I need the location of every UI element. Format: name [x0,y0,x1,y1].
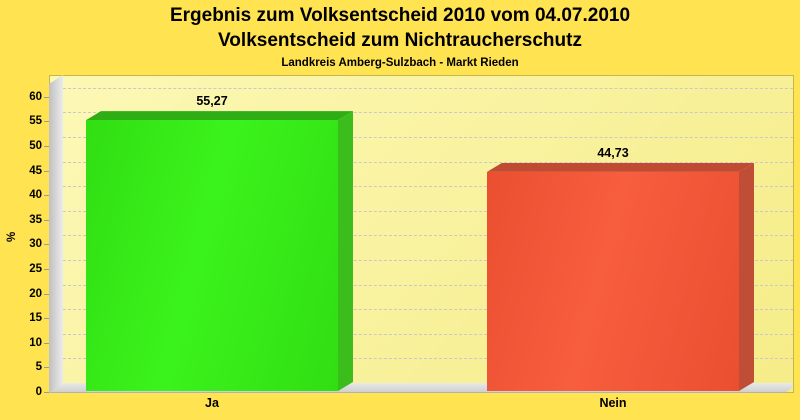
ytick-mark-30 [44,244,49,246]
bar-front-face [86,120,338,391]
ytick-mark-25 [44,269,49,270]
ytick-mark-60 [44,96,49,98]
ytick-mark-20 [44,293,49,295]
ytick-label-25: 25 [29,263,42,275]
ytick-label-20: 20 [29,287,42,300]
bar-ja: 55,27 [86,94,353,391]
ytick-label-50: 50 [29,140,42,152]
floor-3d [49,383,793,393]
ytick-label-0: 0 [35,386,42,398]
gridline-5 [63,358,793,360]
ytick-mark-45 [44,170,49,172]
ytick-label-60: 60 [29,90,42,103]
gridline-10 [63,333,793,335]
chart-header: Ergebnis zum Volksentscheid 2010 vom 04.… [0,3,800,69]
ytick-mark-5 [44,367,49,369]
gridline-20 [63,284,793,286]
plot-area: 55,27 44,73 [49,75,794,393]
bar-nein: 44,73 [487,146,754,391]
gridline-60 [63,87,793,89]
ytick-label-30: 30 [29,238,42,251]
ytick-label-5: 5 [35,361,42,374]
gridline-35 [63,210,793,212]
gridline-30 [63,235,793,237]
ytick-label-35: 35 [29,213,42,226]
bar-top-face [487,162,754,172]
ytick-mark-40 [44,195,49,197]
xtick-label-nein: Nein [599,396,627,410]
bar-side-face [338,111,353,391]
gridline-45 [63,161,793,163]
bar-top-face [86,111,353,121]
gridline-15 [63,309,793,311]
chart-title: Ergebnis zum Volksentscheid 2010 vom 04.… [169,5,631,26]
chart-region-label: Landkreis Amberg-Sulzbach - Markt Rieden [281,57,519,69]
bar-front-face [487,171,739,391]
ytick-mark-55 [44,121,49,123]
left-wall-3d [49,75,63,393]
ytick-label-40: 40 [29,189,42,202]
ytick-label-45: 45 [29,164,42,177]
chart-subtitle: Volksentscheid zum Nichtraucherschutz [218,30,582,51]
gridline-40 [63,186,793,188]
ytick-label-55: 55 [29,115,42,128]
ytick-label-10: 10 [29,336,42,349]
gridline-50 [63,137,793,138]
ytick-label-15: 15 [29,312,42,325]
ytick-mark-15 [44,318,49,320]
gridline-25 [63,260,793,261]
bar-value-label: 44,73 [597,145,629,160]
gridline-55 [63,112,793,114]
ytick-mark-10 [44,342,49,344]
xtick-label-ja: Ja [205,396,219,410]
bar-side-face [739,162,754,391]
ytick-mark-35 [44,219,49,221]
ytick-mark-0 [44,392,49,393]
ytick-mark-50 [44,146,49,147]
bar-value-label: 55,27 [196,94,228,109]
